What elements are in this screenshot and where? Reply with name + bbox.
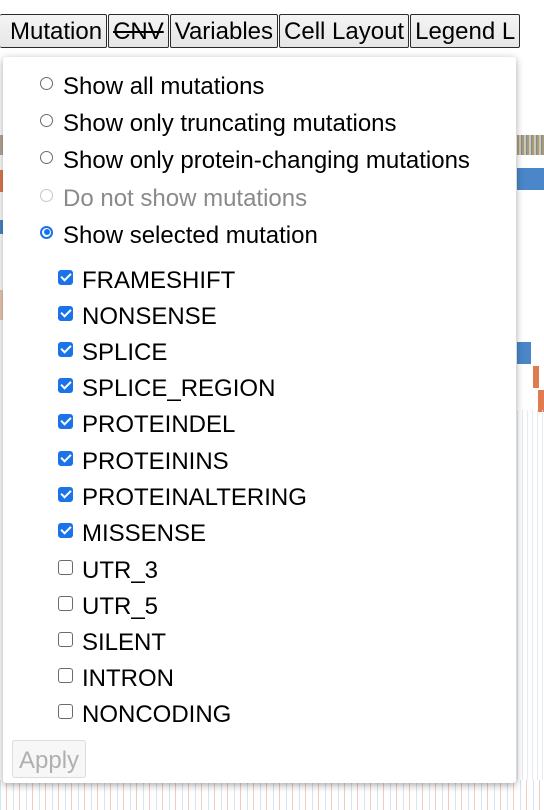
tab-legend-layout[interactable]: Legend L: [410, 14, 521, 48]
checkbox-label: UTR_5: [82, 593, 159, 620]
checkbox-label: INTRON: [82, 665, 174, 692]
radio-show-selected[interactable]: Show selected mutation: [40, 221, 318, 251]
tab-mutation[interactable]: Mutation: [0, 14, 108, 48]
radio-label: Show only protein-changing mutations: [63, 147, 470, 174]
radio-button[interactable]: [40, 150, 53, 164]
checkbox[interactable]: [58, 413, 73, 429]
checkbox-label: PROTEINALTERING: [82, 484, 307, 511]
radio-button[interactable]: [40, 113, 53, 127]
radio-show-all[interactable]: Show all mutations: [40, 72, 264, 102]
checkbox-label: NONSENSE: [82, 303, 217, 330]
tab-cell-layout[interactable]: Cell Layout: [279, 14, 410, 48]
checkbox-utr-5[interactable]: UTR_5: [58, 592, 158, 622]
heatmap-strip: [517, 342, 531, 364]
checkbox[interactable]: [58, 631, 73, 647]
checkbox-label: SPLICE_REGION: [82, 375, 276, 402]
radio-do-not-show: Do not show mutations: [40, 184, 307, 214]
radio-button[interactable]: [40, 76, 53, 90]
checkbox-silent[interactable]: SILENT: [58, 628, 166, 658]
checkbox-label: FRAMESHIFT: [82, 267, 236, 294]
checkbox-proteinins[interactable]: PROTEININS: [58, 447, 229, 477]
heatmap-strip: [538, 390, 544, 412]
checkbox-proteindel[interactable]: PROTEINDEL: [58, 410, 235, 440]
checkbox-utr-3[interactable]: UTR_3: [58, 556, 158, 586]
checkbox-label: SPLICE: [82, 339, 168, 366]
heatmap-strip: [533, 366, 539, 388]
heatmap-lines: [0, 780, 544, 810]
radio-button: [40, 188, 53, 202]
checkbox[interactable]: [58, 341, 73, 357]
heatmap-strip: [0, 290, 4, 320]
checkbox-splice[interactable]: SPLICE: [58, 338, 167, 368]
heatmap-strip: [0, 220, 4, 234]
radio-show-truncating[interactable]: Show only truncating mutations: [40, 109, 397, 139]
tab-variables[interactable]: Variables: [169, 14, 279, 48]
radio-button[interactable]: [40, 225, 53, 239]
heatmap-lines: [517, 410, 544, 780]
checkbox[interactable]: [58, 377, 73, 393]
radio-show-protein-changing[interactable]: Show only protein-changing mutations: [40, 146, 470, 176]
checkbox-splice-region[interactable]: SPLICE_REGION: [58, 374, 275, 404]
tab-bar: Mutation CNV Variables Cell Layout Legen…: [0, 14, 521, 50]
checkbox[interactable]: [58, 305, 73, 321]
checkbox-noncoding[interactable]: NONCODING: [58, 700, 231, 730]
heatmap-strip: [0, 170, 4, 192]
checkbox-frameshift[interactable]: FRAMESHIFT: [58, 266, 235, 296]
checkbox[interactable]: [58, 522, 73, 538]
checkbox[interactable]: [58, 450, 73, 466]
checkbox-label: UTR_3: [82, 557, 159, 584]
checkbox-label: PROTEINDEL: [82, 411, 236, 438]
radio-label: Show all mutations: [63, 73, 265, 100]
mutation-options-panel: Show all mutations Show only truncating …: [3, 57, 516, 783]
radio-label: Show selected mutation: [63, 222, 318, 249]
checkbox[interactable]: [58, 595, 73, 611]
heatmap-strip: [517, 135, 544, 155]
apply-button[interactable]: Apply: [12, 740, 86, 778]
checkbox[interactable]: [58, 269, 73, 285]
checkbox-intron[interactable]: INTRON: [58, 664, 174, 694]
checkbox[interactable]: [58, 703, 73, 719]
radio-label: Do not show mutations: [63, 185, 308, 212]
checkbox-label: NONCODING: [82, 701, 232, 728]
checkbox-proteinaltering[interactable]: PROTEINALTERING: [58, 483, 307, 513]
checkbox[interactable]: [58, 667, 73, 683]
heatmap-strip: [517, 168, 544, 190]
checkbox-label: PROTEININS: [82, 448, 229, 475]
heatmap-strip: [0, 135, 4, 155]
checkbox-label: SILENT: [82, 629, 167, 656]
checkbox-label: MISSENSE: [82, 520, 207, 547]
tab-cnv[interactable]: CNV: [108, 14, 169, 48]
checkbox-missense[interactable]: MISSENSE: [58, 519, 206, 549]
checkbox[interactable]: [58, 559, 73, 575]
radio-label: Show only truncating mutations: [63, 110, 397, 137]
checkbox-nonsense[interactable]: NONSENSE: [58, 302, 217, 332]
checkbox[interactable]: [58, 486, 73, 502]
